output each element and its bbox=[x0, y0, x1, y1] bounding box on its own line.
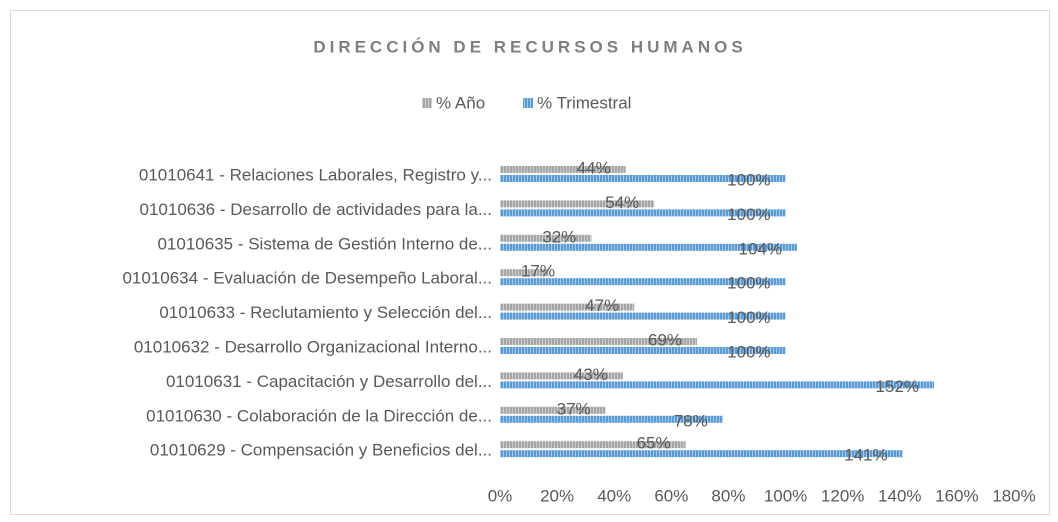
y-tick-label: 01010641 - Relaciones Laborales, Registr… bbox=[139, 165, 492, 184]
x-tick-label: 160% bbox=[935, 486, 978, 505]
bar bbox=[500, 406, 606, 414]
data-label: 37% bbox=[557, 399, 591, 418]
y-tick-label: 01010633 - Reclutamiento y Selección del… bbox=[159, 303, 492, 322]
legend-swatch bbox=[523, 98, 533, 108]
bar bbox=[500, 450, 903, 458]
data-label: 44% bbox=[577, 158, 611, 177]
legend-swatch bbox=[422, 98, 432, 108]
y-tick-label: 01010636 - Desarrollo de actividades par… bbox=[140, 200, 493, 219]
x-tick-label: 100% bbox=[764, 486, 807, 505]
data-label: 100% bbox=[727, 274, 770, 293]
data-label: 100% bbox=[727, 205, 770, 224]
data-label: 54% bbox=[605, 193, 639, 212]
data-label: 100% bbox=[727, 308, 770, 327]
x-tick-label: 0% bbox=[488, 486, 513, 505]
bar bbox=[500, 441, 686, 449]
x-tick-label: 60% bbox=[654, 486, 688, 505]
bar bbox=[500, 243, 797, 251]
y-tick-label: 01010632 - Desarrollo Organizacional Int… bbox=[134, 337, 492, 356]
data-label: 104% bbox=[738, 239, 781, 258]
bar bbox=[500, 234, 592, 242]
chart-border bbox=[10, 10, 1050, 515]
bar bbox=[500, 347, 786, 354]
x-tick-label: 40% bbox=[597, 486, 631, 505]
data-label: 100% bbox=[727, 342, 770, 361]
y-tick-label: 01010634 - Evaluación de Desempeño Labor… bbox=[122, 269, 492, 288]
bar bbox=[500, 269, 549, 277]
data-label: 65% bbox=[637, 434, 671, 453]
bar bbox=[500, 372, 623, 380]
x-tick-label: 120% bbox=[821, 486, 864, 505]
x-tick-label: 180% bbox=[992, 486, 1035, 505]
bar bbox=[500, 415, 723, 423]
bar bbox=[500, 338, 698, 345]
y-tick-label: 01010631 - Capacitación y Desarrollo del… bbox=[166, 372, 492, 391]
bar bbox=[500, 175, 786, 182]
y-tick-label: 01010635 - Sistema de Gestión Interno de… bbox=[157, 234, 492, 253]
bar bbox=[500, 166, 626, 173]
chart-title: DIRECCIÓN DE RECURSOS HUMANOS bbox=[313, 37, 746, 56]
x-tick-label: 140% bbox=[878, 486, 921, 505]
bar bbox=[500, 278, 786, 286]
data-label: 152% bbox=[876, 377, 919, 396]
x-tick-label: 80% bbox=[711, 486, 745, 505]
bar bbox=[500, 381, 935, 389]
data-label: 69% bbox=[648, 330, 682, 349]
data-label: 43% bbox=[574, 365, 608, 384]
bar bbox=[500, 312, 786, 320]
bar bbox=[500, 200, 655, 208]
data-label: 141% bbox=[844, 446, 887, 465]
data-label: 78% bbox=[674, 411, 708, 430]
legend-label: % Trimestral bbox=[537, 93, 631, 112]
y-tick-label: 01010630 - Colaboración de la Dirección … bbox=[146, 406, 492, 425]
x-tick-label: 20% bbox=[540, 486, 574, 505]
data-label: 17% bbox=[521, 262, 555, 281]
legend-label: % Año bbox=[436, 93, 485, 112]
y-tick-label: 01010629 - Compensación y Beneficios del… bbox=[150, 441, 492, 460]
bar bbox=[500, 209, 786, 217]
data-label: 32% bbox=[542, 227, 576, 246]
bar bbox=[500, 303, 635, 311]
data-label: 100% bbox=[727, 170, 770, 189]
data-label: 47% bbox=[585, 296, 619, 315]
